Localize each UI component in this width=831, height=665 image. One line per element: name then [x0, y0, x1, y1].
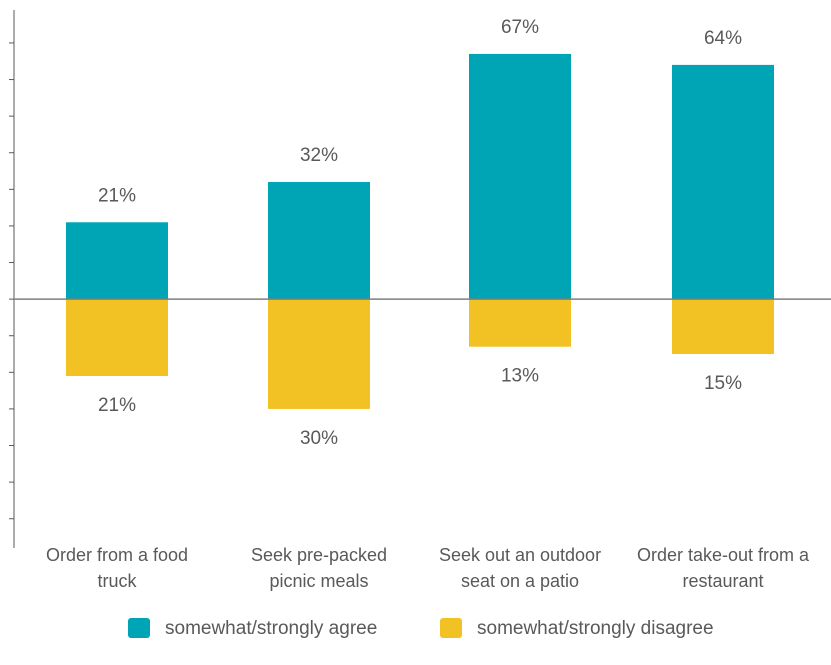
data-label: 13% — [501, 366, 539, 387]
bar — [66, 222, 168, 300]
x-tick-label: Order take-out from a restaurant — [636, 545, 810, 591]
x-tick-label: Seek out an outdoor seat on a patio — [438, 545, 602, 591]
data-label: 64% — [704, 28, 742, 49]
bar — [672, 299, 774, 355]
x-tick-label: Order from a food truck — [45, 545, 189, 591]
data-label: 32% — [300, 145, 338, 166]
legend-label: somewhat/strongly disagree — [477, 618, 714, 639]
bar — [268, 299, 370, 409]
data-label: 67% — [501, 17, 539, 38]
bar — [66, 299, 168, 376]
data-label: 30% — [300, 428, 338, 449]
bar — [469, 299, 571, 347]
bar — [469, 53, 571, 300]
data-label: 21% — [98, 395, 136, 416]
legend-label: somewhat/strongly agree — [165, 618, 377, 639]
legend-swatch — [440, 618, 462, 638]
x-tick-label: Seek pre-packed picnic meals — [250, 545, 388, 591]
legend-swatch — [128, 618, 150, 638]
bar — [672, 64, 774, 300]
data-label: 21% — [98, 185, 136, 206]
data-label: 15% — [704, 373, 742, 394]
bar — [268, 182, 370, 300]
